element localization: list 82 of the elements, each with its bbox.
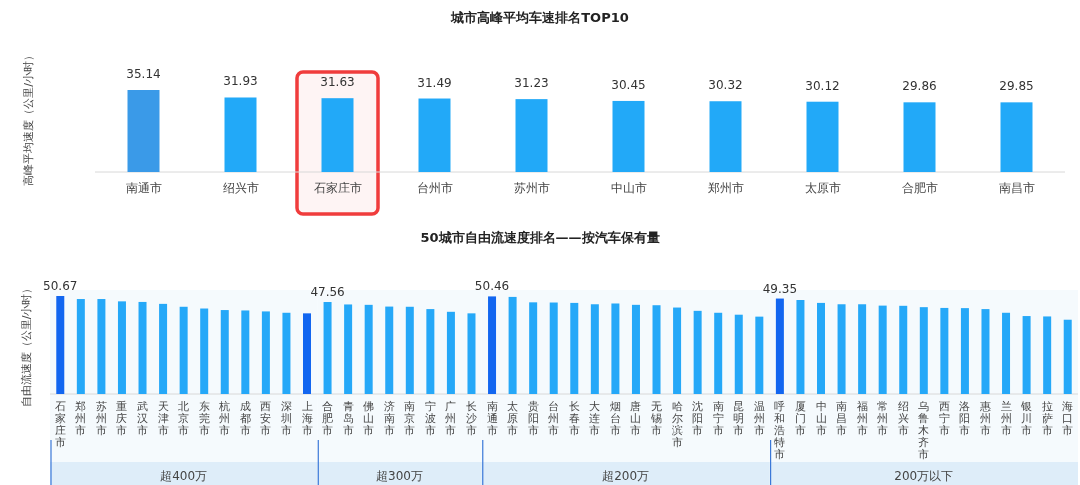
x-tick-label: 南通市 <box>486 400 498 437</box>
x-tick-label: 哈尔滨市 <box>671 400 683 449</box>
x-tick-label: 兰州市 <box>1000 400 1012 437</box>
x-tick-label: 长春市 <box>568 400 580 437</box>
x-tick-label: 郑州市 <box>707 181 744 195</box>
data-label: 30.12 <box>805 78 840 93</box>
data-label: 31.93 <box>223 74 258 89</box>
x-tick-label: 常州市 <box>877 400 889 437</box>
x-tick-label: 深圳市 <box>279 400 292 437</box>
x-tick-label: 拉萨市 <box>1041 400 1053 437</box>
data-label: 50.67 <box>43 279 78 293</box>
x-tick-label: 长沙市 <box>465 400 477 437</box>
x-tick-label: 郑州市 <box>75 400 87 437</box>
data-label: 47.56 <box>310 285 345 300</box>
x-tick-label: 惠州市 <box>978 400 991 437</box>
x-tick-label: 佛山市 <box>363 400 375 437</box>
data-label: 29.86 <box>902 79 937 94</box>
x-tick-label: 苏州市 <box>95 400 107 437</box>
x-tick-label: 台州市 <box>416 181 453 195</box>
x-tick-label: 福州市 <box>856 400 868 437</box>
x-tick-label: 苏州市 <box>513 181 550 195</box>
band-label: 超200万 <box>602 469 650 483</box>
x-tick-label: 温州市 <box>753 400 765 437</box>
x-tick-label: 台州市 <box>548 400 560 437</box>
x-tick-label: 海口市 <box>1062 400 1074 437</box>
x-tick-label: 宁波市 <box>424 400 436 437</box>
x-tick-label: 南京市 <box>404 400 416 437</box>
data-label: 50.46 <box>474 279 510 294</box>
x-tick-label: 烟台市 <box>609 400 621 437</box>
x-tick-label: 唐山市 <box>630 400 642 437</box>
x-tick-label: 南宁市 <box>712 400 724 437</box>
x-tick-label: 绍兴市 <box>222 181 259 195</box>
x-tick-label: 中山市 <box>815 400 827 437</box>
y-axis-title: 高峰平均速度（公里/小时） <box>22 50 35 186</box>
band-label: 200万以下 <box>894 469 954 483</box>
x-tick-label: 厦门市 <box>794 400 806 437</box>
data-label: 35.14 <box>126 67 161 81</box>
x-tick-label: 重庆市 <box>116 400 128 437</box>
x-tick-label: 广州市 <box>445 400 457 437</box>
band-label: 超400万 <box>160 469 208 483</box>
x-tick-label: 武汉市 <box>137 400 149 437</box>
x-tick-label: 西宁市 <box>938 400 950 437</box>
chart-title: 50城市自由流速度排名——按汽车保有量 <box>420 230 660 245</box>
x-tick-label: 南通市 <box>125 181 162 195</box>
x-tick-label: 南昌市 <box>836 400 848 437</box>
x-tick-label: 天津市 <box>157 400 169 437</box>
data-label: 31.49 <box>417 75 452 90</box>
x-tick-label: 大连市 <box>589 400 601 437</box>
x-tick-label: 合肥市 <box>322 400 334 437</box>
data-label: 31.23 <box>514 76 549 91</box>
x-tick-label: 无锡市 <box>650 400 663 437</box>
x-tick-label: 石家庄市 <box>313 181 362 195</box>
x-tick-label: 乌鲁木齐市 <box>918 400 930 461</box>
x-tick-label: 银川市 <box>1020 400 1033 437</box>
x-tick-label: 北京市 <box>178 400 190 437</box>
x-tick-label: 济南市 <box>383 400 395 437</box>
x-tick-label: 呼和浩特市 <box>774 400 786 461</box>
data-label: 30.32 <box>708 78 743 93</box>
x-tick-label: 沈阳市 <box>692 400 704 437</box>
x-tick-label: 中山市 <box>610 181 647 195</box>
band-label: 超300万 <box>376 469 423 483</box>
x-tick-label: 石家庄市 <box>54 400 66 449</box>
x-tick-label: 杭州市 <box>218 400 231 437</box>
x-tick-label: 上海市 <box>301 400 313 437</box>
x-tick-label: 贵阳市 <box>527 400 539 437</box>
x-tick-label: 合肥市 <box>901 181 938 195</box>
x-tick-label: 青岛市 <box>342 400 354 437</box>
x-tick-label: 洛阳市 <box>959 400 971 437</box>
x-tick-label: 成都市 <box>239 400 251 437</box>
x-tick-label: 昆明市 <box>733 400 745 437</box>
chart-title: 城市高峰平均车速排名TOP10 <box>450 10 629 25</box>
data-label: 31.63 <box>320 75 355 90</box>
x-tick-label: 太原市 <box>507 400 519 437</box>
y-axis-title: 自由流速度（公里/小时） <box>20 282 33 408</box>
data-label: 29.85 <box>999 79 1034 94</box>
data-label: 49.35 <box>762 281 798 296</box>
x-tick-label: 绍兴市 <box>897 400 909 437</box>
x-tick-label: 西安市 <box>260 400 272 437</box>
x-tick-label: 南昌市 <box>998 181 1035 195</box>
data-label: 30.45 <box>611 77 646 92</box>
x-tick-label: 太原市 <box>804 181 841 195</box>
x-tick-label: 东莞市 <box>198 400 210 437</box>
